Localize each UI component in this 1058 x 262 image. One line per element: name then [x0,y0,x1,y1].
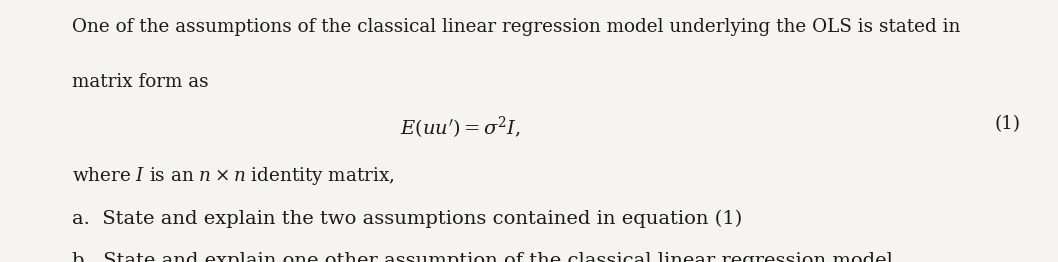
Text: b.  State and explain one other assumption of the classical linear regression mo: b. State and explain one other assumptio… [72,252,899,262]
Text: One of the assumptions of the classical linear regression model underlying the O: One of the assumptions of the classical … [72,18,961,36]
Text: matrix form as: matrix form as [72,73,208,91]
Text: (1): (1) [995,115,1021,133]
Text: $E(uu') = \sigma^2 I,$: $E(uu') = \sigma^2 I,$ [400,115,521,141]
Text: a.  State and explain the two assumptions contained in equation (1): a. State and explain the two assumptions… [72,210,743,228]
Text: where $I$ is an $n \times n$ identity matrix,: where $I$ is an $n \times n$ identity ma… [72,165,395,187]
